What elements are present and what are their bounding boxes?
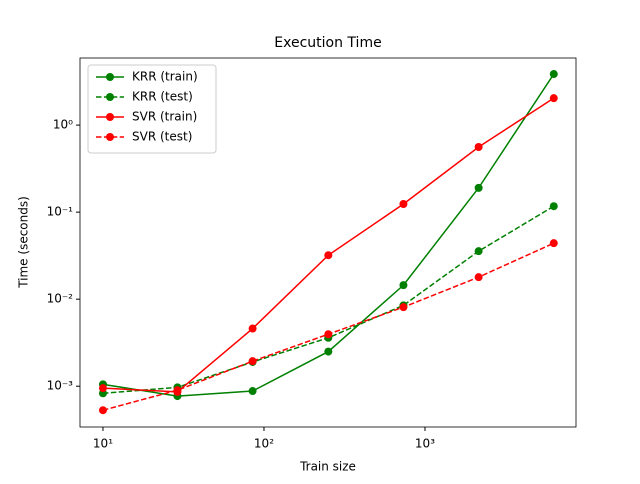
data-point: [549, 202, 558, 211]
legend-box: [87, 64, 217, 154]
data-point: [549, 239, 558, 248]
legend-label: KRR (train): [132, 70, 198, 84]
legend-label: SVR (test): [132, 130, 192, 144]
y-tick-label: 10⁻¹: [47, 205, 74, 219]
data-point: [173, 386, 182, 395]
data-point: [474, 183, 483, 192]
y-tick-label: 10⁻³: [47, 379, 74, 393]
x-axis-label: Train size: [299, 460, 356, 474]
x-tick-label: 10²: [254, 437, 274, 451]
data-point: [324, 330, 333, 339]
data-point: [248, 324, 257, 333]
y-tick-label: 10⁻²: [47, 292, 74, 306]
legend-label: KRR (test): [132, 90, 193, 104]
data-point: [399, 200, 408, 209]
data-point: [248, 357, 257, 366]
x-tick-label: 10³: [415, 437, 435, 451]
data-point: [474, 143, 483, 152]
legend-marker: [106, 73, 114, 81]
data-point: [248, 387, 257, 396]
data-point: [98, 406, 107, 415]
data-point: [98, 384, 107, 393]
data-point: [549, 94, 558, 103]
x-tick-label: 10¹: [93, 437, 113, 451]
data-point: [474, 273, 483, 282]
data-point: [324, 251, 333, 260]
y-tick-label: 10⁰: [53, 118, 73, 132]
legend-label: SVR (train): [132, 110, 197, 124]
data-point: [324, 347, 333, 356]
data-point: [474, 247, 483, 256]
data-point: [399, 281, 408, 290]
y-axis-label: Time (seconds): [17, 196, 31, 289]
legend-marker: [106, 93, 114, 101]
legend-marker: [106, 133, 114, 141]
chart-title: Execution Time: [274, 35, 381, 51]
axes-frame: [79, 57, 577, 428]
data-point: [399, 303, 408, 312]
legend-marker: [106, 113, 114, 121]
data-point: [549, 70, 558, 79]
